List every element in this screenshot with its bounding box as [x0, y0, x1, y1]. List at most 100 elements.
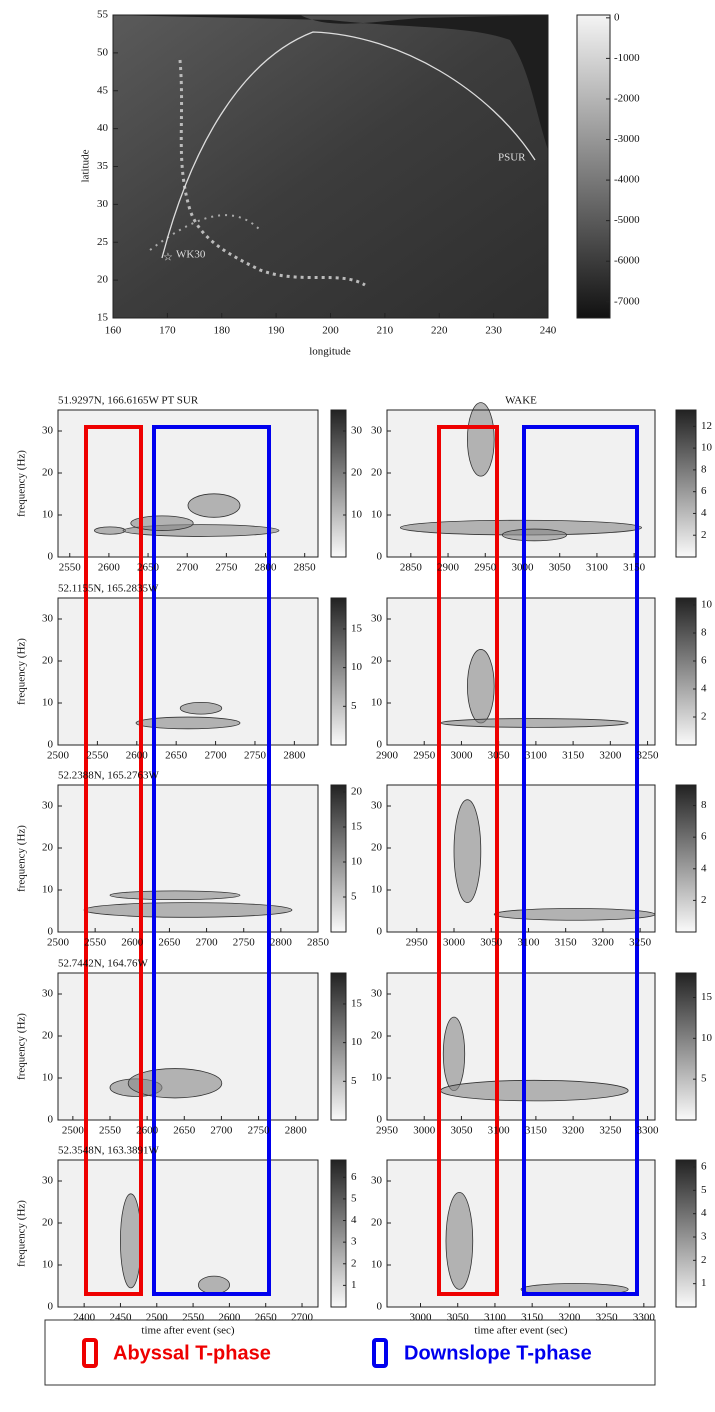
y-tick-label: 35: [97, 160, 109, 172]
y-tick-label: 0: [377, 926, 383, 938]
x-tick-label: 2700: [196, 937, 219, 949]
x-tick-label: 220: [431, 325, 448, 337]
y-tick-label: 20: [42, 1030, 54, 1042]
x-tick-label: 2500: [146, 1312, 169, 1324]
x-tick-label: 3000: [443, 937, 466, 949]
spectrogram: [387, 1160, 655, 1307]
x-tick-label: 2600: [218, 1312, 241, 1324]
x-tick-label: 2800: [283, 750, 306, 762]
energy-patch: [442, 1016, 466, 1091]
x-tick-label: 3300: [637, 1125, 660, 1137]
axes: [386, 784, 656, 933]
y-tick-label: 20: [42, 1217, 54, 1229]
energy-patch: [440, 718, 629, 728]
y-tick-label: 30: [371, 988, 383, 1000]
colorbar-tick-label: 10: [701, 442, 713, 454]
x-tick-label: 2550: [99, 1125, 122, 1137]
land: [113, 15, 548, 150]
colorbar-tick-label: 8: [701, 463, 707, 475]
colorbar-tick-label: 5: [701, 1073, 707, 1085]
colorbar: [675, 1159, 697, 1308]
axes: [386, 597, 656, 746]
axes: [57, 972, 319, 1121]
colorbar-tick-label: 4: [701, 683, 707, 695]
spectrogram: [58, 1160, 318, 1307]
x-tick-label: 2550: [182, 1312, 205, 1324]
x-tick-label: 3250: [637, 750, 660, 762]
x-tick-label: 2500: [47, 937, 70, 949]
colorbar-tick-label: 10: [701, 1032, 713, 1044]
energy-patch: [466, 402, 495, 477]
x-tick-label: 2650: [255, 1312, 278, 1324]
colorbar-tick-label: -2000: [614, 92, 640, 104]
x-tick-label: 2650: [165, 750, 188, 762]
colorbar: [330, 972, 347, 1121]
x-tick-label: 2600: [126, 750, 149, 762]
x-tick-label: 2800: [270, 937, 293, 949]
y-tick-label: 45: [97, 84, 109, 96]
y-axis-label: frequency (Hz): [16, 450, 28, 517]
colorbar-tick-label: -3000: [614, 133, 640, 145]
x-tick-label: 2850: [400, 562, 423, 574]
x-tick-label: 3200: [599, 750, 622, 762]
x-tick-label: 3150: [521, 1312, 544, 1324]
colorbar-tick-label: 6: [701, 485, 707, 497]
y-tick-label: 25: [97, 236, 109, 248]
x-tick-label: 2600: [136, 1125, 159, 1137]
colorbar-tick-label: 5: [351, 700, 357, 712]
energy-patch: [453, 799, 482, 904]
y-tick-label: 20: [371, 655, 383, 667]
panel-title: 52.2388N, 165.2763W: [58, 770, 159, 782]
x-tick-label: 3150: [562, 750, 585, 762]
y-tick-label: 30: [42, 613, 54, 625]
colorbar-tick-label: -1000: [614, 52, 640, 64]
x-tick-label: 3200: [558, 1312, 581, 1324]
colorbar: [576, 14, 611, 319]
colorbar-tick-label: 15: [351, 821, 363, 833]
x-tick-label: 3250: [599, 1125, 622, 1137]
x-tick-label: 3250: [596, 1312, 619, 1324]
map-background: [113, 15, 548, 318]
x-tick-label: 3100: [484, 1312, 507, 1324]
y-tick-label: 40: [97, 122, 109, 134]
x-tick-label: 2950: [406, 937, 429, 949]
y-axis-label: latitude: [80, 149, 92, 182]
colorbar-tick-label: 3: [351, 1236, 357, 1248]
y-tick-label: 10: [42, 1259, 54, 1271]
colorbar-tick-label: 5: [701, 1184, 707, 1196]
colorbar: [330, 409, 347, 558]
great-circle: [161, 31, 536, 259]
colorbar-tick-label: 4: [701, 507, 707, 519]
colorbar-tick-label: 5: [351, 1075, 357, 1087]
x-tick-label: 3150: [525, 1125, 548, 1137]
x-tick-label: 2450: [109, 1312, 132, 1324]
energy-patch: [130, 515, 194, 531]
y-tick-label: 30: [42, 988, 54, 1000]
colorbar-tick-label: 0: [614, 11, 620, 23]
colorbar-tick-label: 4: [351, 1214, 357, 1226]
y-tick-label: 20: [371, 1217, 383, 1229]
x-tick-label: 3050: [447, 1312, 470, 1324]
y-tick-label: 0: [48, 1114, 54, 1126]
y-axis-label: frequency (Hz): [16, 638, 28, 705]
downslope-box: [522, 425, 639, 1296]
axes: [386, 1159, 656, 1308]
colorbar-tick-label: 10: [351, 856, 363, 868]
x-tick-label: 2550: [86, 750, 109, 762]
y-tick-label: 0: [48, 739, 54, 751]
x-tick-label: 2750: [233, 937, 256, 949]
energy-patch: [501, 528, 567, 542]
y-axis-label: frequency (Hz): [16, 1013, 28, 1080]
x-tick-label: 2700: [291, 1312, 314, 1324]
x-tick-label: 3050: [480, 937, 503, 949]
x-tick-label: 3300: [633, 1312, 656, 1324]
colorbar: [330, 597, 347, 746]
legend-swatch: [82, 1338, 98, 1368]
colorbar: [675, 409, 697, 558]
colorbar-tick-label: 12: [701, 420, 712, 432]
colorbar-tick-label: 4: [701, 862, 707, 874]
panel-title: 52.1155N, 165.2835W: [58, 583, 159, 595]
x-tick-label: 3200: [592, 937, 615, 949]
downslope-box: [152, 425, 271, 1296]
